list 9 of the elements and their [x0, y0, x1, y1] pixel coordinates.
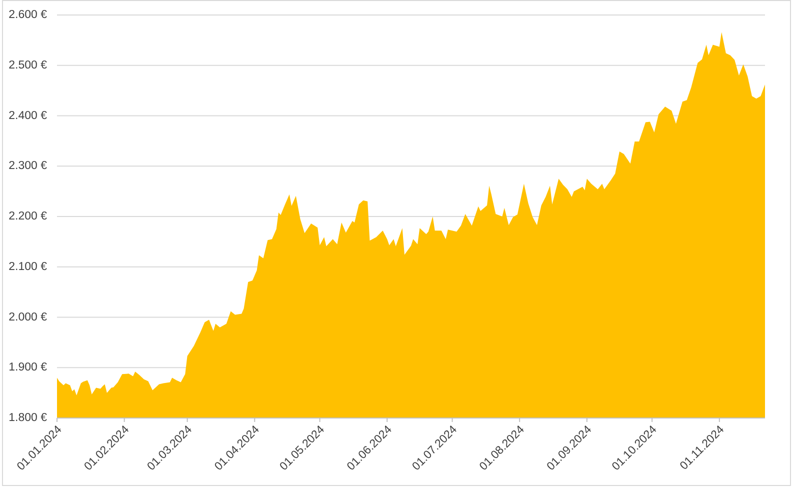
y-tick-label: 2.400 €	[8, 110, 48, 122]
y-tick-label: 2.200 €	[8, 210, 48, 223]
y-tick-label: 1.800 €	[8, 412, 48, 424]
y-tick-label: 2.600 €	[8, 9, 48, 22]
y-tick-label: 2.000 €	[8, 311, 48, 324]
y-tick-label: 2.300 €	[8, 160, 48, 172]
y-tick-label: 2.500 €	[8, 59, 48, 72]
y-tick-label: 2.100 €	[8, 260, 48, 273]
y-tick-label: 1.900 €	[8, 362, 48, 374]
